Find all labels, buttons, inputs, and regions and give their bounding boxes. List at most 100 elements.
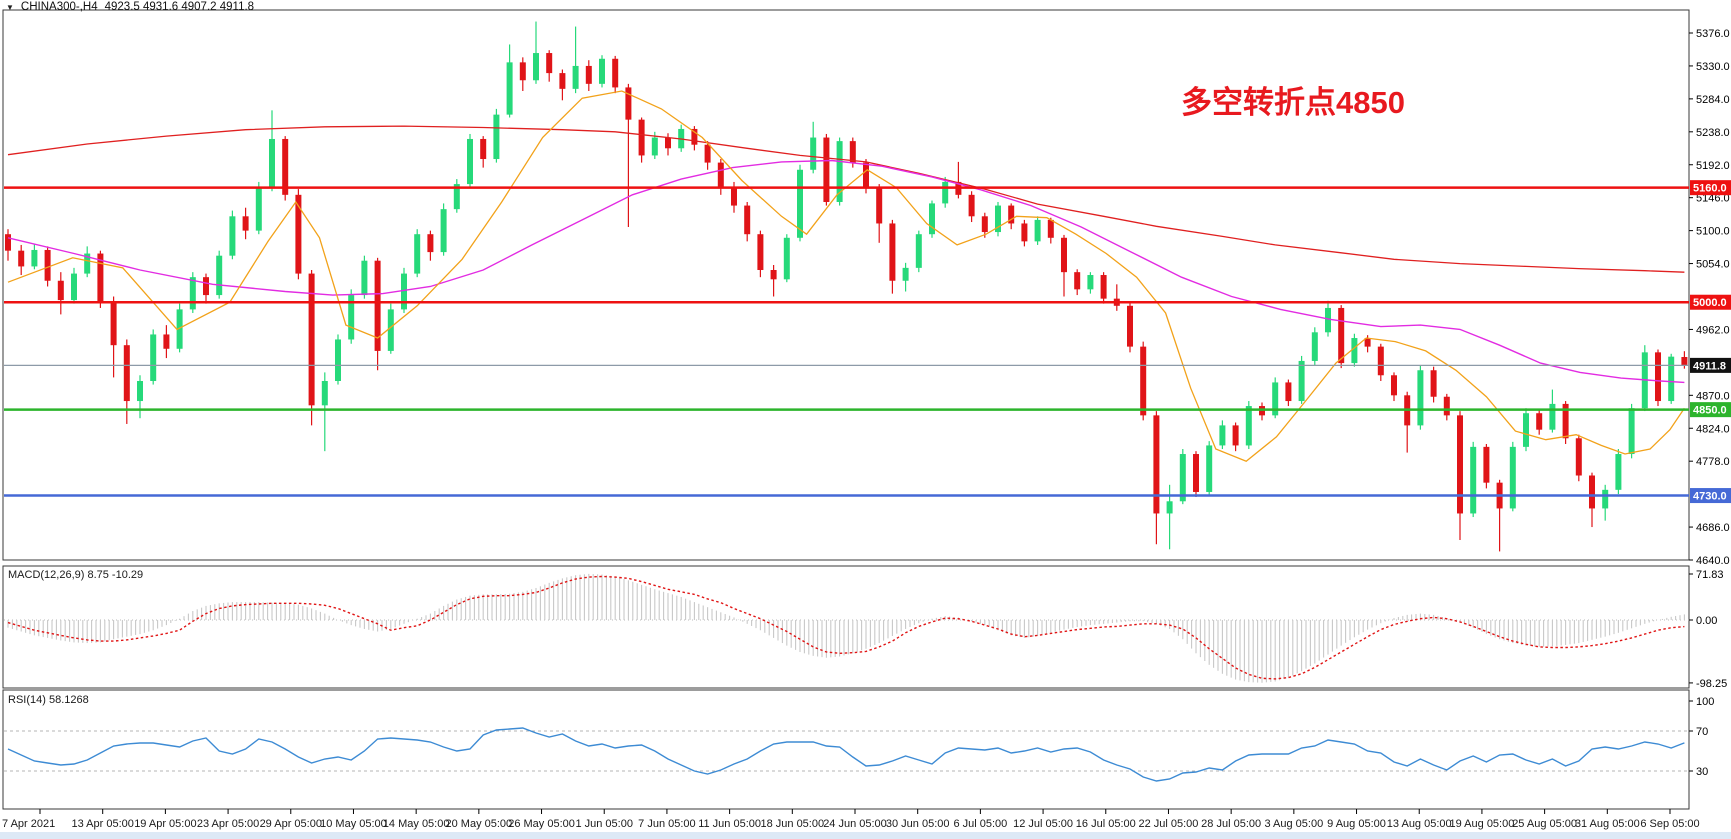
candle-up [176,309,183,349]
candle-up [599,58,605,84]
candle-down [585,65,592,84]
candle-up [1272,382,1279,416]
candle-down [559,73,566,89]
candle-up [1615,454,1622,490]
price-tick-label: 5376.0 [1696,28,1730,40]
candle-down [519,62,526,81]
date-label[interactable]: 12 Jul 05:00 [1013,818,1073,830]
date-label[interactable]: 11 Jun 05:00 [698,818,761,830]
candle-down [18,250,25,267]
candle-up [1549,403,1556,430]
candle-up [1166,501,1173,514]
macd-indicator-label: MACD(12,26,9) 8.75 -10.29 [8,569,144,581]
candle-down [282,138,289,195]
rsi-panel-frame [2,689,1690,810]
date-label[interactable]: 19 Apr 05:00 [134,818,196,830]
date-label[interactable]: 31 Aug 05:00 [1575,818,1640,830]
candle-up [269,138,275,188]
date-label[interactable]: 3 Aug 05:00 [1264,818,1323,830]
date-label[interactable]: 13 Apr 05:00 [71,818,133,830]
candle-up [1351,338,1358,364]
candle-up [150,334,157,381]
candle-down [308,273,315,406]
candle-up [1179,454,1186,502]
candle-down [744,205,751,235]
rsi-indicator-label: RSI(14) 58.1268 [8,694,89,706]
rsi-scale-label: 100 [1696,696,1714,708]
candle-down [1047,219,1054,238]
candle-down [1338,307,1345,364]
candle-up [797,169,803,238]
ohlc-readout: 4923.5 4931.6 4907.2 4911.8 [104,1,255,13]
candle-down [823,137,830,202]
price-badge-label: 5000.0 [1693,297,1727,309]
date-label[interactable]: 30 Jun 05:00 [886,818,950,830]
price-tick-label: 4640.0 [1696,555,1730,567]
date-label[interactable]: 16 Jul 05:00 [1076,818,1136,830]
candle-down [1074,272,1081,290]
price-tick-label: 4824.0 [1696,423,1730,435]
annotation-text: 多空转折点4850 [1181,85,1405,120]
candle-up [929,203,935,235]
candle-down [1377,346,1384,376]
candle-up [137,380,143,402]
main-chart-frame [2,9,1690,561]
price-tick-label: 5238.0 [1696,127,1730,139]
date-label[interactable]: 29 Apr 05:00 [260,818,322,830]
date-label[interactable]: 13 Aug 05:00 [1387,818,1452,830]
date-label[interactable]: 24 Jun 05:00 [823,818,887,830]
candle-up [387,309,394,351]
date-label[interactable]: 26 May 05:00 [508,818,575,830]
candle-up [506,62,513,115]
candle-down [717,162,724,188]
candle-down [1536,413,1543,430]
date-label[interactable]: 14 May 05:00 [383,818,450,830]
price-tick-label: 5192.0 [1696,160,1730,172]
candle-down [242,216,249,231]
price-badge-label: 4911.8 [1693,360,1726,372]
date-label[interactable]: 25 Aug 05:00 [1512,818,1577,830]
candle-down [546,53,553,74]
candle-up [216,255,223,296]
candle-up [414,234,421,274]
candle-down [1100,275,1107,299]
macd-signal-line [7,575,1685,680]
date-label[interactable]: 1 Jun 05:00 [575,818,633,830]
date-label[interactable]: 20 May 05:00 [446,818,513,830]
candle-down [427,234,434,253]
candle-up [440,209,447,253]
candle-down [757,234,764,271]
candle-down [1285,382,1292,402]
date-label[interactable]: 18 Jun 05:00 [760,818,824,830]
date-label[interactable]: 19 Aug 05:00 [1450,818,1515,830]
macd-panel-frame [2,565,1690,689]
candle-up [533,53,539,81]
candle-up [71,273,77,301]
candle-down [1391,375,1397,396]
date-label[interactable]: 6 Jul 05:00 [953,818,1007,830]
date-label[interactable]: 28 Jul 05:00 [1201,818,1261,830]
date-label[interactable]: 23 Apr 05:00 [197,818,259,830]
date-label[interactable]: 22 Jul 05:00 [1138,818,1198,830]
chevron-down-icon[interactable]: ▼ [6,2,14,12]
price-tick-label: 4778.0 [1696,456,1730,468]
candle-up [348,295,355,340]
candle-up [572,65,579,89]
price-tick-label: 5330.0 [1696,61,1730,73]
price-badge-label: 4730.0 [1693,491,1727,503]
date-label[interactable]: 7 Jun 05:00 [638,818,696,830]
date-label[interactable]: 7 Apr 2021 [2,818,55,830]
candle-down [1562,403,1569,439]
date-label[interactable]: 10 May 05:00 [320,818,387,830]
date-label[interactable]: 9 Aug 05:00 [1327,818,1386,830]
candle-up [1245,406,1252,446]
candle-up [467,138,473,185]
price-badge-4730.0 [1690,488,1731,504]
candle-down [981,216,988,233]
price-badge-5160.0 [1690,180,1731,196]
candle-down [57,280,64,301]
date-label[interactable]: 6 Sep 05:00 [1640,818,1699,830]
candle-down [1483,446,1490,483]
